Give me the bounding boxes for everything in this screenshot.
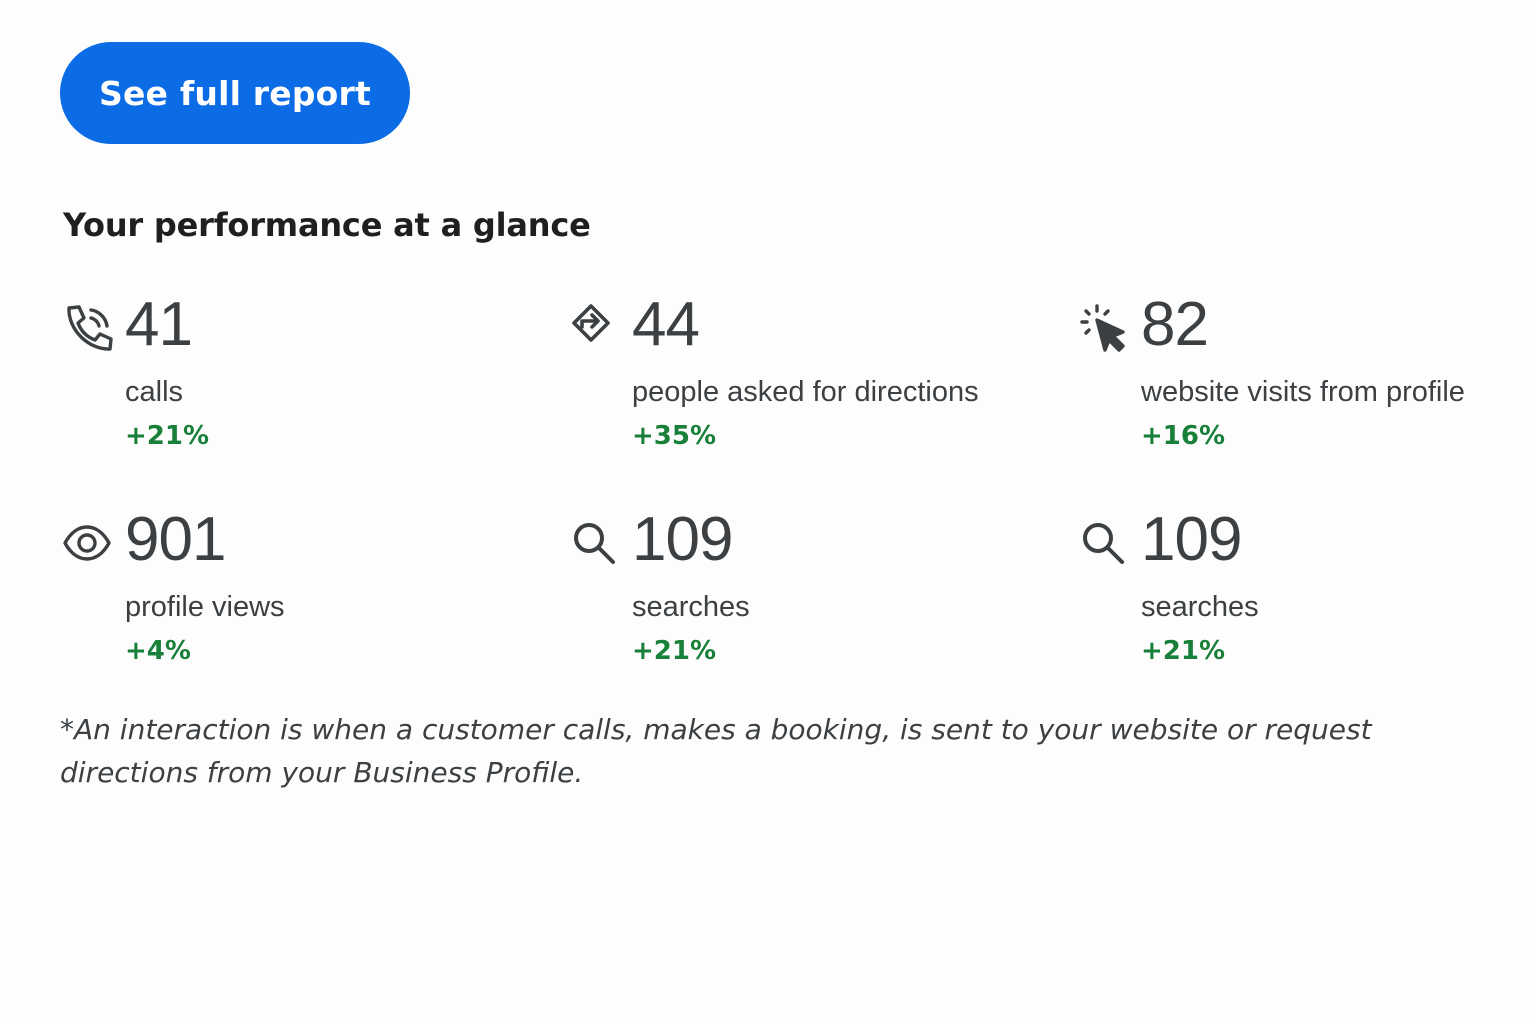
metric-directions: 44 people asked for directions +35% — [570, 294, 1040, 472]
metric-label: searches — [1141, 591, 1259, 623]
metric-label: calls — [125, 376, 184, 408]
metric-change: +35% — [632, 421, 717, 451]
metric-label: people asked for directions — [632, 376, 979, 408]
metric-label: website visits from profile — [1141, 376, 1465, 408]
search-icon — [570, 517, 622, 569]
click-cursor-icon — [1079, 302, 1131, 354]
metric-website-visits: 82 website visits from profile +16% — [1079, 294, 1536, 472]
eye-icon — [63, 517, 115, 569]
metric-change: +21% — [1141, 636, 1226, 666]
metric-profile-views: 901 profile views +4% — [63, 509, 533, 687]
metric-change: +4% — [125, 636, 191, 666]
metric-label: searches — [632, 591, 750, 623]
metric-label: profile views — [125, 591, 285, 623]
metric-value: 901 — [125, 505, 226, 574]
directions-icon — [570, 302, 622, 354]
metric-value: 109 — [1141, 505, 1242, 574]
metric-value: 109 — [632, 505, 733, 574]
metric-searches: 109 searches +21% — [570, 509, 1040, 687]
metric-value: 44 — [632, 290, 700, 359]
interaction-footnote: *An interaction is when a customer calls… — [60, 713, 1372, 789]
metric-value: 41 — [125, 290, 193, 359]
metric-calls: 41 calls +21% — [63, 294, 533, 472]
section-title: Your performance at a glance — [63, 206, 591, 244]
metric-change: +21% — [125, 421, 210, 451]
search-icon — [1079, 517, 1131, 569]
metric-searches-2: 109 searches +21% — [1079, 509, 1536, 687]
see-full-report-button[interactable]: See full report — [60, 42, 410, 144]
metric-value: 82 — [1141, 290, 1209, 359]
phone-icon — [63, 302, 115, 354]
metric-change: +16% — [1141, 421, 1226, 451]
metric-change: +21% — [632, 636, 717, 666]
